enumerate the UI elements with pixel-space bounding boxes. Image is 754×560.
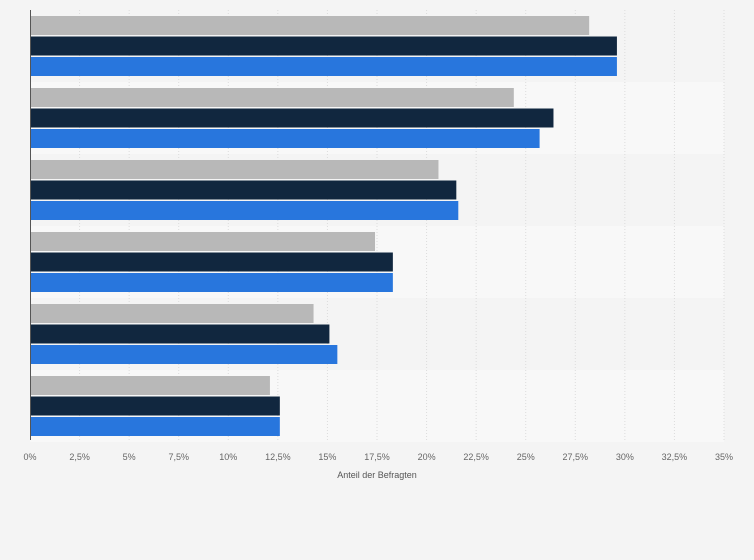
x-axis-title: Anteil der Befragten bbox=[337, 470, 417, 480]
bar bbox=[30, 108, 554, 128]
x-tick-label: 35% bbox=[715, 452, 733, 462]
x-tick-label: 20% bbox=[418, 452, 436, 462]
x-tick-label: 17,5% bbox=[364, 452, 390, 462]
x-tick-label: 25% bbox=[517, 452, 535, 462]
bar bbox=[30, 324, 330, 344]
x-tick-label: 15% bbox=[318, 452, 336, 462]
bar bbox=[30, 57, 617, 76]
plot-area bbox=[30, 10, 724, 440]
x-tick-label: 2,5% bbox=[69, 452, 90, 462]
bar bbox=[30, 252, 393, 272]
x-tick-label: 22,5% bbox=[463, 452, 489, 462]
x-tick-label: 7,5% bbox=[168, 452, 189, 462]
bar bbox=[30, 180, 457, 200]
bar bbox=[30, 345, 338, 364]
x-tick-label: 27,5% bbox=[563, 452, 589, 462]
bar bbox=[30, 232, 376, 251]
x-tick-label: 0% bbox=[23, 452, 36, 462]
x-tick-label: 32,5% bbox=[662, 452, 688, 462]
bar bbox=[30, 160, 439, 179]
bar bbox=[30, 129, 540, 148]
x-tick-label: 10% bbox=[219, 452, 237, 462]
bar bbox=[30, 396, 280, 416]
x-tick-label: 30% bbox=[616, 452, 634, 462]
bar bbox=[30, 16, 590, 35]
bar bbox=[30, 36, 617, 56]
bar bbox=[30, 376, 270, 395]
x-tick-label: 5% bbox=[123, 452, 136, 462]
bar bbox=[30, 273, 393, 292]
x-tick-label: 12,5% bbox=[265, 452, 291, 462]
bar bbox=[30, 201, 459, 220]
bar bbox=[30, 88, 514, 107]
bar bbox=[30, 417, 280, 436]
bar bbox=[30, 304, 314, 323]
